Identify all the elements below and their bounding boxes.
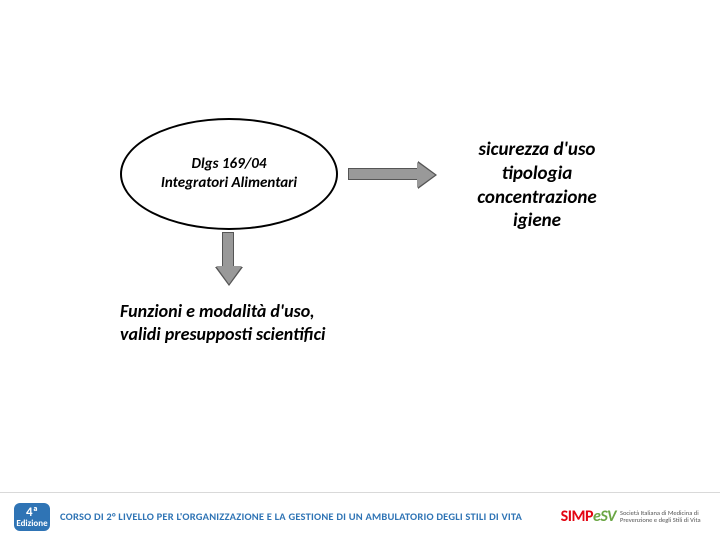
rt-line-1: tipologia <box>442 162 632 186</box>
badge-number: 4ª <box>26 506 38 519</box>
logo-subtitle: Società Italiana di Medicina di Prevenzi… <box>620 510 706 524</box>
logo-part1: SIMP <box>561 507 593 526</box>
text-funzioni: Funzioni e modalità d'uso, validi presup… <box>120 300 388 345</box>
arrow-right <box>348 168 418 180</box>
rt-line-2: concentrazione <box>442 186 632 210</box>
rt-line-0: sicurezza d'uso <box>442 138 632 162</box>
ellipse-label: Dlgs 169/04 Integratori Alimentari <box>161 155 297 193</box>
text-sicurezza: sicurezza d'uso tipologia concentrazione… <box>442 138 632 233</box>
footer-bar: 4ª Edizione CORSO DI 2° LIVELLO PER L'OR… <box>0 492 720 540</box>
rt-line-3: igiene <box>442 209 632 233</box>
ellipse-line2: Integratori Alimentari <box>161 174 297 193</box>
org-logo: SIMPeSV Società Italiana di Medicina di … <box>561 507 706 526</box>
badge-label: Edizione <box>16 519 47 528</box>
bt-line-1: validi presupposti scientifici <box>120 323 388 346</box>
ellipse-line1: Dlgs 169/04 <box>161 155 297 174</box>
slide-canvas: Dlgs 169/04 Integratori Alimentari sicur… <box>0 0 720 540</box>
arrow-down <box>222 232 234 267</box>
bt-line-0: Funzioni e modalità d'uso, <box>120 300 388 323</box>
edition-badge: 4ª Edizione <box>14 503 50 531</box>
logo-mark: SIMPeSV <box>561 507 616 526</box>
course-title: CORSO DI 2° LIVELLO PER L'ORGANIZZAZIONE… <box>60 510 551 523</box>
logo-part2: eSV <box>593 507 616 526</box>
ellipse-node-dlgs: Dlgs 169/04 Integratori Alimentari <box>120 118 338 230</box>
